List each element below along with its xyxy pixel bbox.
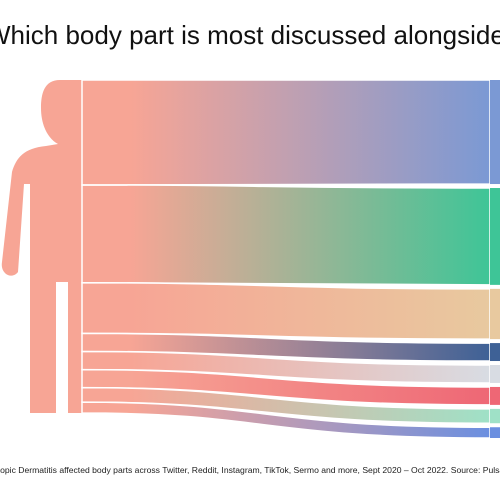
target-bars [490,80,500,438]
flow-band-4 [81,332,491,362]
target-bar-7 [490,408,500,424]
target-bar-6 [490,386,500,405]
target-bar-5 [490,365,500,383]
source-footnote: Atopic Dermatitis affected body parts ac… [0,465,500,475]
human-figure-leg-gap [56,282,68,413]
chart-title: Which body part is most discussed alongs… [0,20,500,50]
flows-group [81,79,491,439]
target-bar-4 [490,343,500,362]
flow-band-1 [81,79,491,186]
target-bar-1 [490,80,500,185]
flow-band-5 [81,350,491,384]
human-figure-body [1,80,83,413]
target-bar-3 [490,288,500,340]
target-bar-2 [490,188,500,285]
flow-band-2 [81,184,491,286]
human-figure-icon [1,80,83,413]
target-bar-8 [490,427,500,438]
flow-band-3 [81,281,491,340]
